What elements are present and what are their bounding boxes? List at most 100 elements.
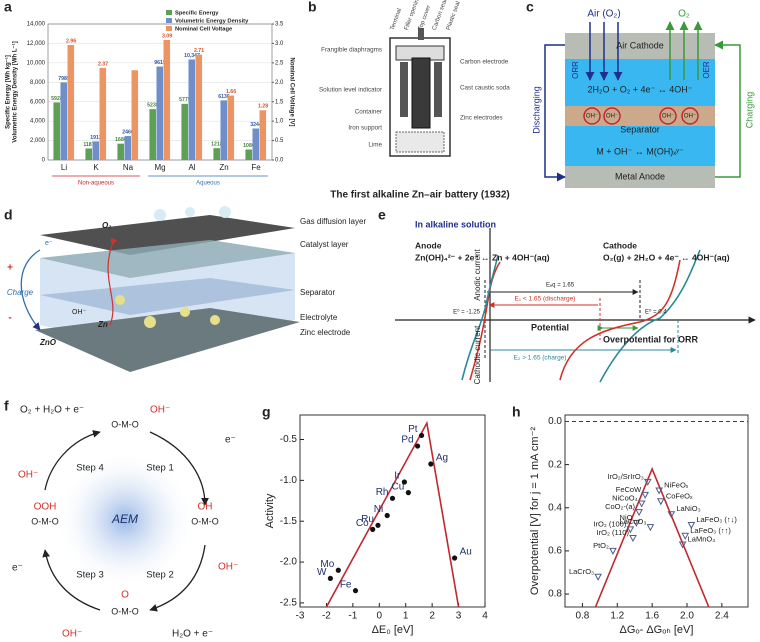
x-tick-label: 0.8 [575, 611, 589, 622]
label: O₂ + H₂O + e⁻ [20, 405, 84, 416]
data-point [681, 532, 690, 540]
callout: Carbon electrode [460, 59, 509, 66]
caption: The first alkaline Zn–air battery (1932) [330, 190, 510, 201]
label: ZnO [39, 338, 57, 347]
x-tick-label: K [93, 163, 99, 172]
label: Air Cathode [616, 40, 664, 50]
layer-label: Gas diffusion layer [300, 217, 366, 226]
point-label: LaCoO₃ [620, 517, 647, 526]
zinc-electrode [400, 62, 408, 117]
y-tick-label: 14,000 [27, 22, 46, 28]
y2-tick-label: 0.5 [275, 138, 284, 144]
bar [181, 103, 188, 160]
y2-tick-label: 2.5 [275, 60, 284, 66]
callout: Zinc electrodes [460, 115, 503, 122]
data-point [678, 541, 687, 549]
panel-label: b [308, 0, 317, 15]
metal-anode [565, 166, 715, 188]
point-label: LaMnO₃ [688, 534, 716, 543]
ion-ring [681, 107, 699, 125]
label: Cathodic current [473, 325, 482, 384]
label: OH⁻ [72, 309, 87, 316]
lime [395, 131, 445, 153]
data-point [352, 588, 359, 594]
y2-tick-label: 3.5 [275, 22, 284, 28]
value-label: 9619 [154, 60, 166, 66]
data-point [327, 575, 333, 582]
ion: OH⁻ [684, 114, 696, 120]
label: e⁻ [45, 240, 53, 247]
data-point [415, 443, 421, 449]
label: M + OH⁻ ↔ M(OH)ₓʸ⁻ [596, 146, 684, 156]
point-label: LaCrO₃ [569, 567, 594, 576]
x-tick-label: 4 [482, 611, 488, 622]
y2-tick-label: 0.0 [275, 158, 284, 164]
label: OH [198, 502, 213, 513]
data-point [594, 573, 602, 581]
callout: Lime [368, 142, 382, 149]
y-tick-label: 10,000 [27, 60, 46, 66]
bar [99, 67, 107, 160]
point-label: NiCoO₄ [612, 493, 638, 502]
charge-loop [714, 40, 741, 178]
label: Anode [415, 240, 442, 250]
data-point [389, 495, 396, 501]
y-tick-label: 12,000 [27, 41, 46, 47]
step-label: Step 3 [76, 570, 103, 581]
separator [565, 106, 715, 126]
x-tick-label: Mg [154, 163, 165, 172]
step-label: Step 2 [146, 570, 173, 581]
circuit [20, 249, 41, 331]
y-tick-label: 4,000 [30, 119, 46, 125]
y-tick-label: -1.0 [280, 475, 298, 486]
label: E⁰ = 0.4 [645, 309, 667, 316]
ion-path [107, 237, 118, 326]
label: O₂ [102, 221, 111, 230]
bar [195, 54, 203, 160]
x-tick-label: 3 [456, 611, 462, 622]
label: O-M-O [111, 606, 139, 616]
particle [210, 315, 220, 325]
data-point [629, 534, 637, 543]
label: Discharging [531, 86, 541, 134]
bar [92, 141, 100, 160]
point-label: FeCoW [616, 485, 642, 494]
label: E⁰ = -1.25 [453, 309, 481, 316]
value-label: 1187 [83, 142, 94, 148]
point-label: Au [460, 547, 472, 558]
y-tick-label: 2,000 [30, 138, 46, 144]
label: - [8, 313, 11, 324]
value-label: 5928 [51, 96, 63, 102]
data-point [405, 490, 411, 496]
panel-label: h [512, 404, 521, 420]
label: E₂ > 1.65 (charge) [514, 355, 567, 362]
panel-label: d [4, 207, 13, 223]
value-label: 2.71 [194, 48, 204, 54]
bar [67, 44, 75, 160]
particle [180, 307, 190, 317]
callout: Cast caustic soda [460, 85, 510, 92]
ion: OH⁻ [606, 114, 618, 120]
value-label: 5238 [147, 102, 159, 108]
label: In alkaline solution [415, 219, 496, 229]
point-label: Mo [320, 559, 334, 570]
bar [156, 66, 164, 160]
point-label: LaNiO₃ [676, 504, 700, 513]
callout: Top cover [418, 5, 433, 31]
catalyst-layer [40, 240, 295, 278]
label: + [7, 263, 13, 274]
point-label: Ru [361, 514, 374, 525]
cycle-arrow [44, 430, 101, 491]
label: O [121, 590, 129, 601]
group-label: Aqueous [196, 181, 220, 187]
value-label: 3.09 [162, 33, 172, 39]
ion-ring [603, 107, 621, 125]
volcano-line [325, 420, 460, 608]
legend-label: Volumetric Energy Density [175, 19, 249, 25]
y2-axis-title: Nominal Cell Voltage [V] [288, 58, 294, 127]
bar [252, 128, 260, 160]
volcano-line [594, 466, 710, 608]
y-tick-label: 0.2 [548, 459, 562, 470]
layer-label: Catalyst layer [300, 240, 349, 249]
